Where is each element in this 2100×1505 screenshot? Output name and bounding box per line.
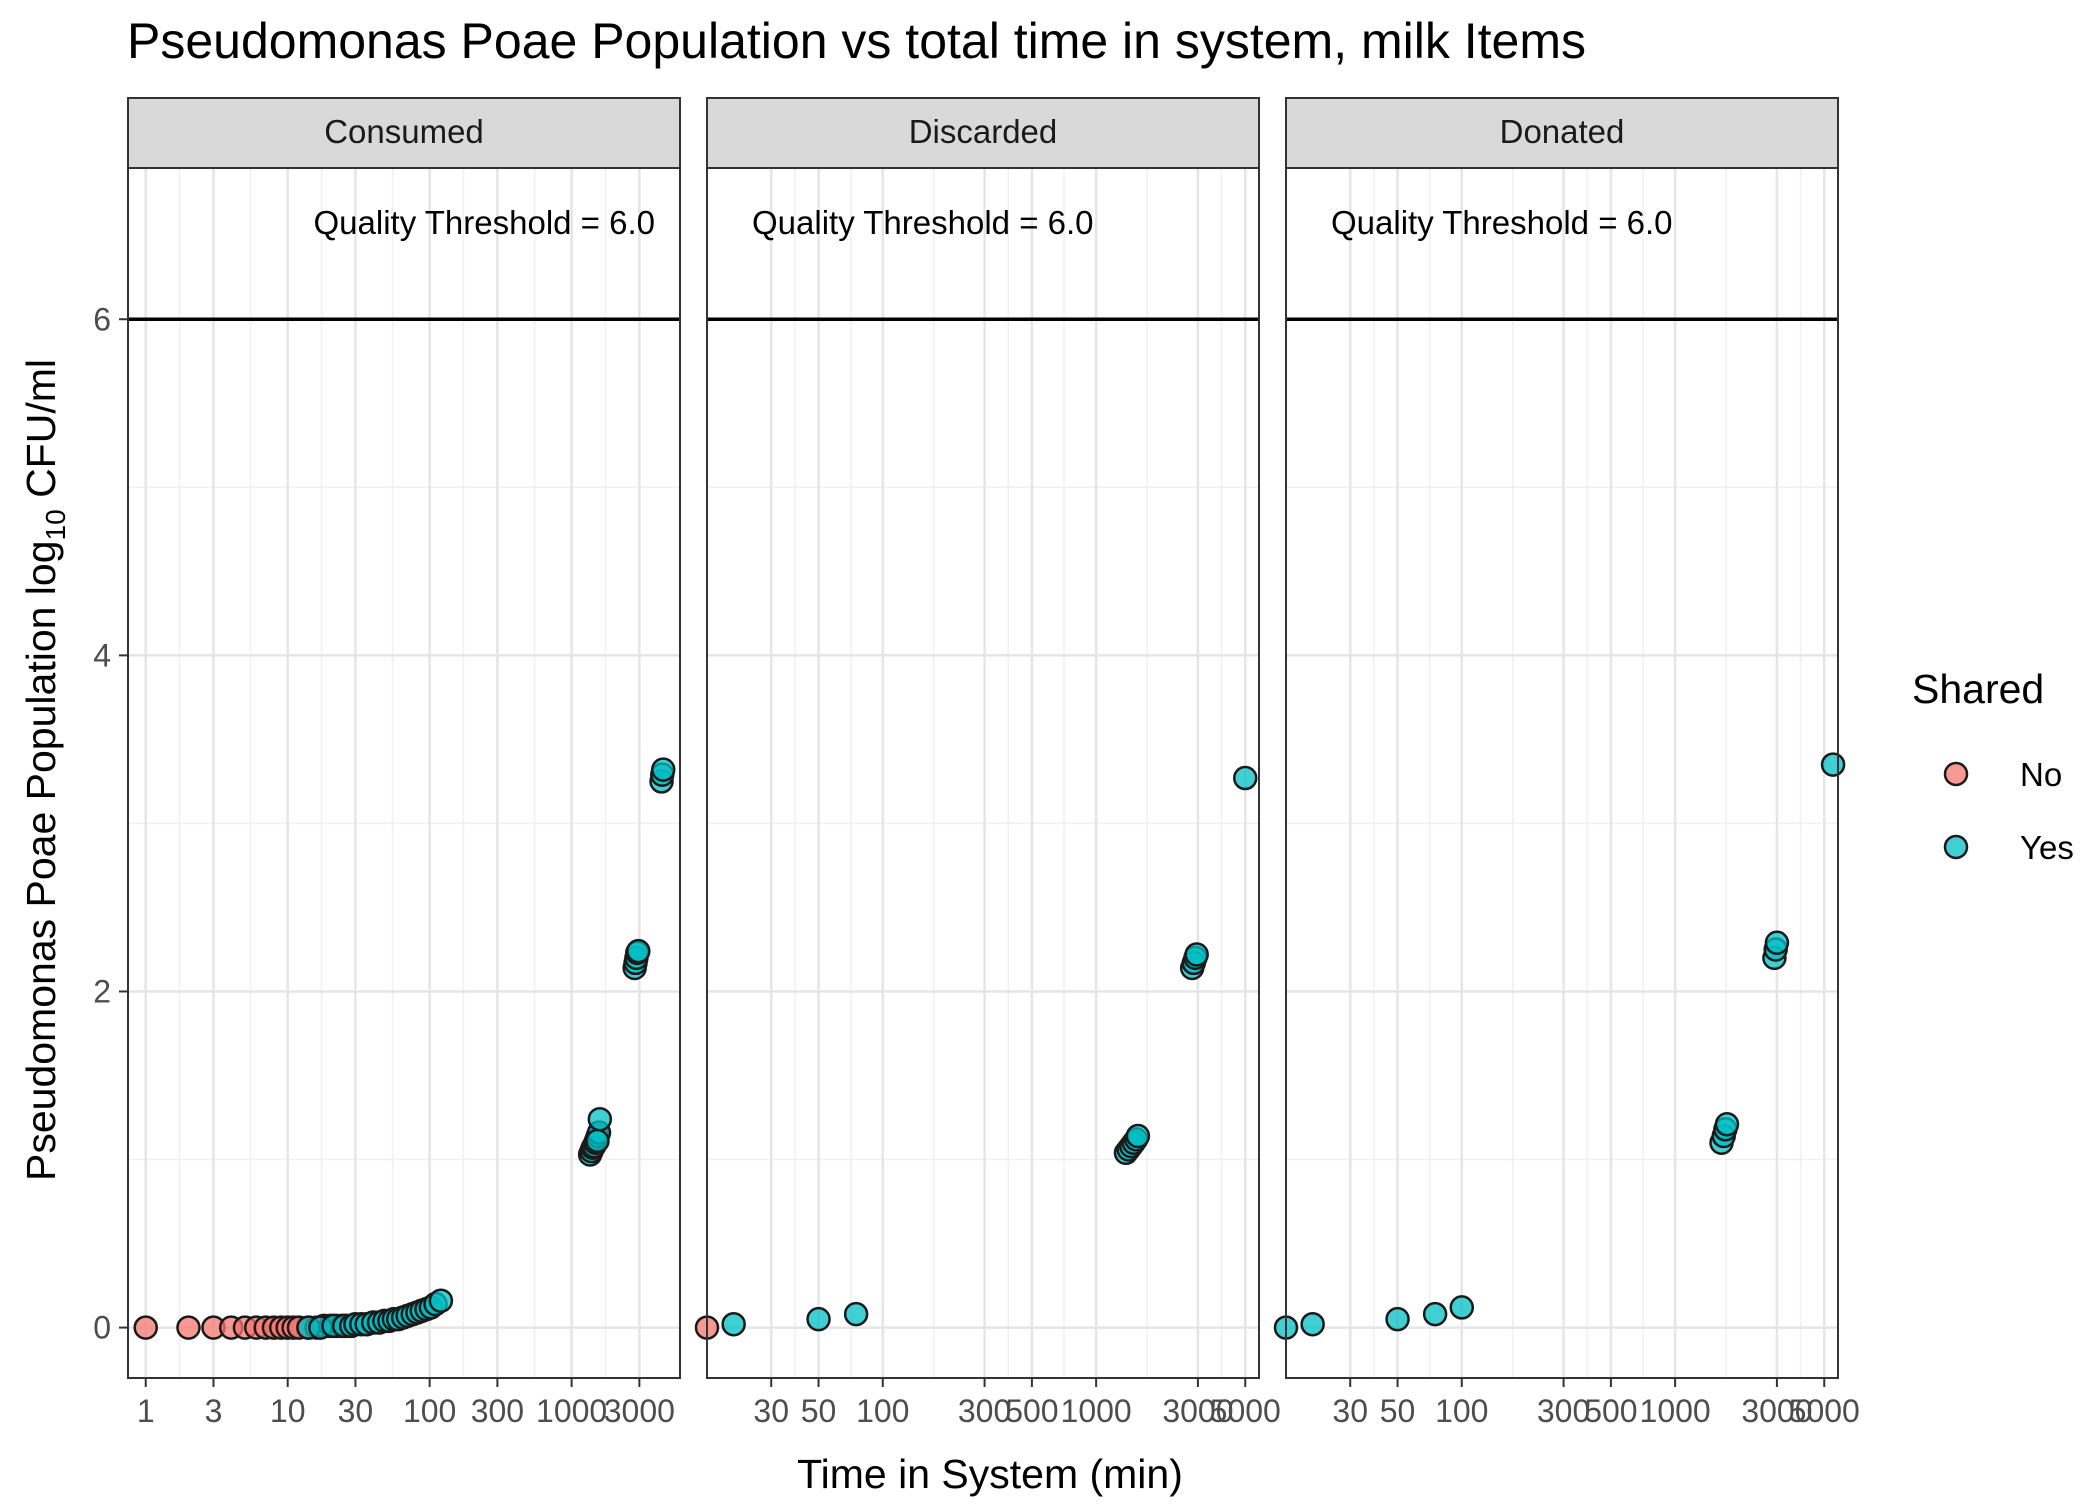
y-tick-label: 2 (93, 973, 111, 1009)
x-tick-label: 50 (1380, 1393, 1416, 1429)
y-tick-label: 4 (93, 637, 111, 673)
threshold-label: Quality Threshold = 6.0 (752, 204, 1094, 241)
y-axis-title-main: Pseudomonas Poae Population log (18, 540, 64, 1181)
x-tick-label: 30 (338, 1393, 374, 1429)
x-tick-label: 1000 (536, 1393, 607, 1429)
x-tick-label: 30 (1332, 1393, 1368, 1429)
data-point-no (176, 1315, 201, 1340)
data-point-yes (1714, 1111, 1740, 1137)
x-tick-label: 3000 (604, 1393, 675, 1429)
x-axis-title: Time in System (min) (797, 1451, 1183, 1497)
x-tick-label: 1000 (1061, 1393, 1132, 1429)
data-point-yes (1449, 1295, 1475, 1320)
x-tick-label: 50 (801, 1393, 837, 1429)
x-tick-label: 5000 (1789, 1393, 1860, 1429)
panels-layer: Quality Threshold = 6.0 Consumed 1 3 10 30 100… (93, 97, 1860, 1429)
y-tick-label: 0 (93, 1310, 111, 1346)
panel-background (707, 168, 1259, 1378)
y-axis-title-subscript: 10 (40, 509, 71, 540)
legend: Shared No Yes (1912, 666, 2074, 866)
data-point-yes (843, 1301, 869, 1327)
data-point-yes (1764, 930, 1790, 955)
legend-title: Shared (1912, 666, 2044, 712)
threshold-label: Quality Threshold = 6.0 (1331, 204, 1673, 241)
y-axis-title: Pseudomonas Poae Population log10 CFU/ml (18, 359, 71, 1181)
x-tick-label: 300 (958, 1393, 1011, 1429)
facet-strip-label: Discarded (909, 113, 1058, 150)
x-tick-label: 500 (1584, 1393, 1637, 1429)
facet-strip (1285, 97, 1839, 169)
data-point-yes (1300, 1311, 1325, 1337)
x-tick-label: 100 (403, 1393, 456, 1429)
x-tick-label: 100 (1435, 1393, 1488, 1429)
panel-background (1286, 168, 1838, 1378)
x-tick-label: 300 (1537, 1393, 1590, 1429)
legend-label-no: No (2020, 756, 2062, 793)
data-point-yes (587, 1106, 613, 1132)
legend-entries: No Yes (1943, 756, 2074, 866)
x-tick-label: 5000 (1210, 1393, 1281, 1429)
x-tick-label: 500 (1005, 1393, 1058, 1429)
x-tick-label: 10 (270, 1393, 306, 1429)
threshold-label: Quality Threshold = 6.0 (313, 204, 655, 241)
facet-strip-label: Consumed (324, 113, 484, 150)
x-tick-label: 300 (471, 1393, 524, 1429)
x-tick-label: 30 (753, 1393, 789, 1429)
data-point-yes (806, 1306, 831, 1332)
legend-key-no (1943, 761, 1969, 787)
y-axis-title-tail: CFU/ml (18, 359, 64, 509)
facet-strip-label: Donated (1500, 113, 1625, 150)
data-point-yes (1184, 942, 1209, 967)
legend-key-yes (1943, 834, 1969, 860)
x-tick-label: 100 (856, 1393, 909, 1429)
panel-donated: Quality Threshold = 6.0 Donated 30 50 100 300… (1273, 97, 1860, 1429)
panel-consumed: Quality Threshold = 6.0 Consumed 1 3 10 30 100… (93, 97, 681, 1429)
x-tick-label: 3000 (1162, 1393, 1233, 1429)
y-tick-label: 6 (93, 301, 111, 337)
data-point-yes (1385, 1306, 1410, 1332)
data-point-no (133, 1315, 158, 1340)
panel-background (128, 168, 680, 1378)
legend-label-yes: Yes (2020, 829, 2074, 866)
data-point-yes (585, 1128, 610, 1154)
data-point-yes (1820, 752, 1846, 777)
x-tick-label: 3 (205, 1393, 223, 1429)
data-point-yes (1232, 765, 1258, 791)
data-point-yes (428, 1288, 454, 1313)
facet-strip (127, 97, 681, 169)
data-point-yes (1422, 1301, 1448, 1327)
x-tick-label: 3000 (1741, 1393, 1812, 1429)
facet-strip (706, 97, 1260, 169)
panel-discarded: Quality Threshold = 6.0 Discarded 30 50 100 3… (694, 97, 1281, 1429)
x-tick-label: 1 (137, 1393, 155, 1429)
data-point-yes (721, 1311, 746, 1337)
chart-title: Pseudomonas Poae Population vs total tim… (127, 13, 1586, 69)
data-point-yes (626, 938, 651, 964)
data-point-yes (1125, 1123, 1151, 1149)
x-tick-label: 1000 (1640, 1393, 1711, 1429)
data-point-yes (650, 757, 676, 782)
